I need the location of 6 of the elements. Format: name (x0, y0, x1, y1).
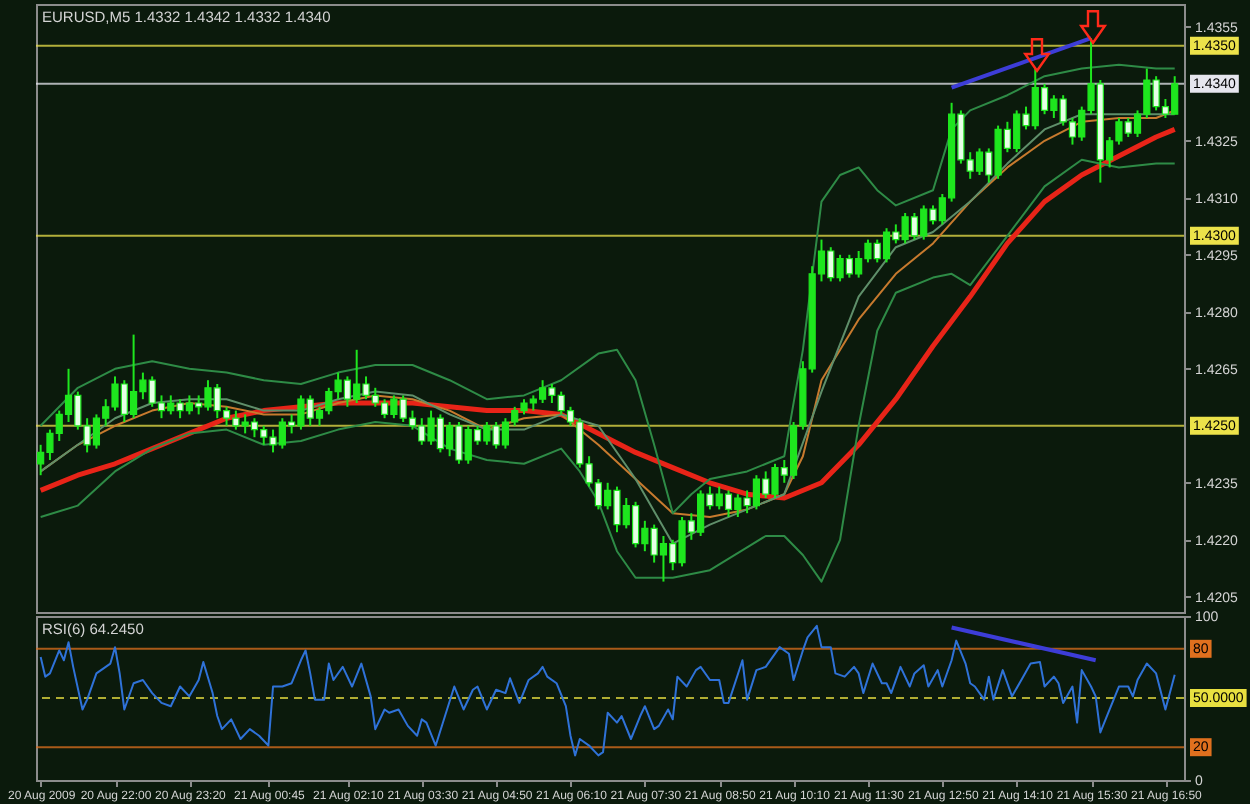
line-series (39, 624, 1176, 757)
candlestick (882, 227, 891, 264)
candlestick (659, 535, 668, 583)
candlestick (975, 147, 984, 176)
candlestick (724, 489, 733, 518)
line-series (39, 158, 1176, 583)
